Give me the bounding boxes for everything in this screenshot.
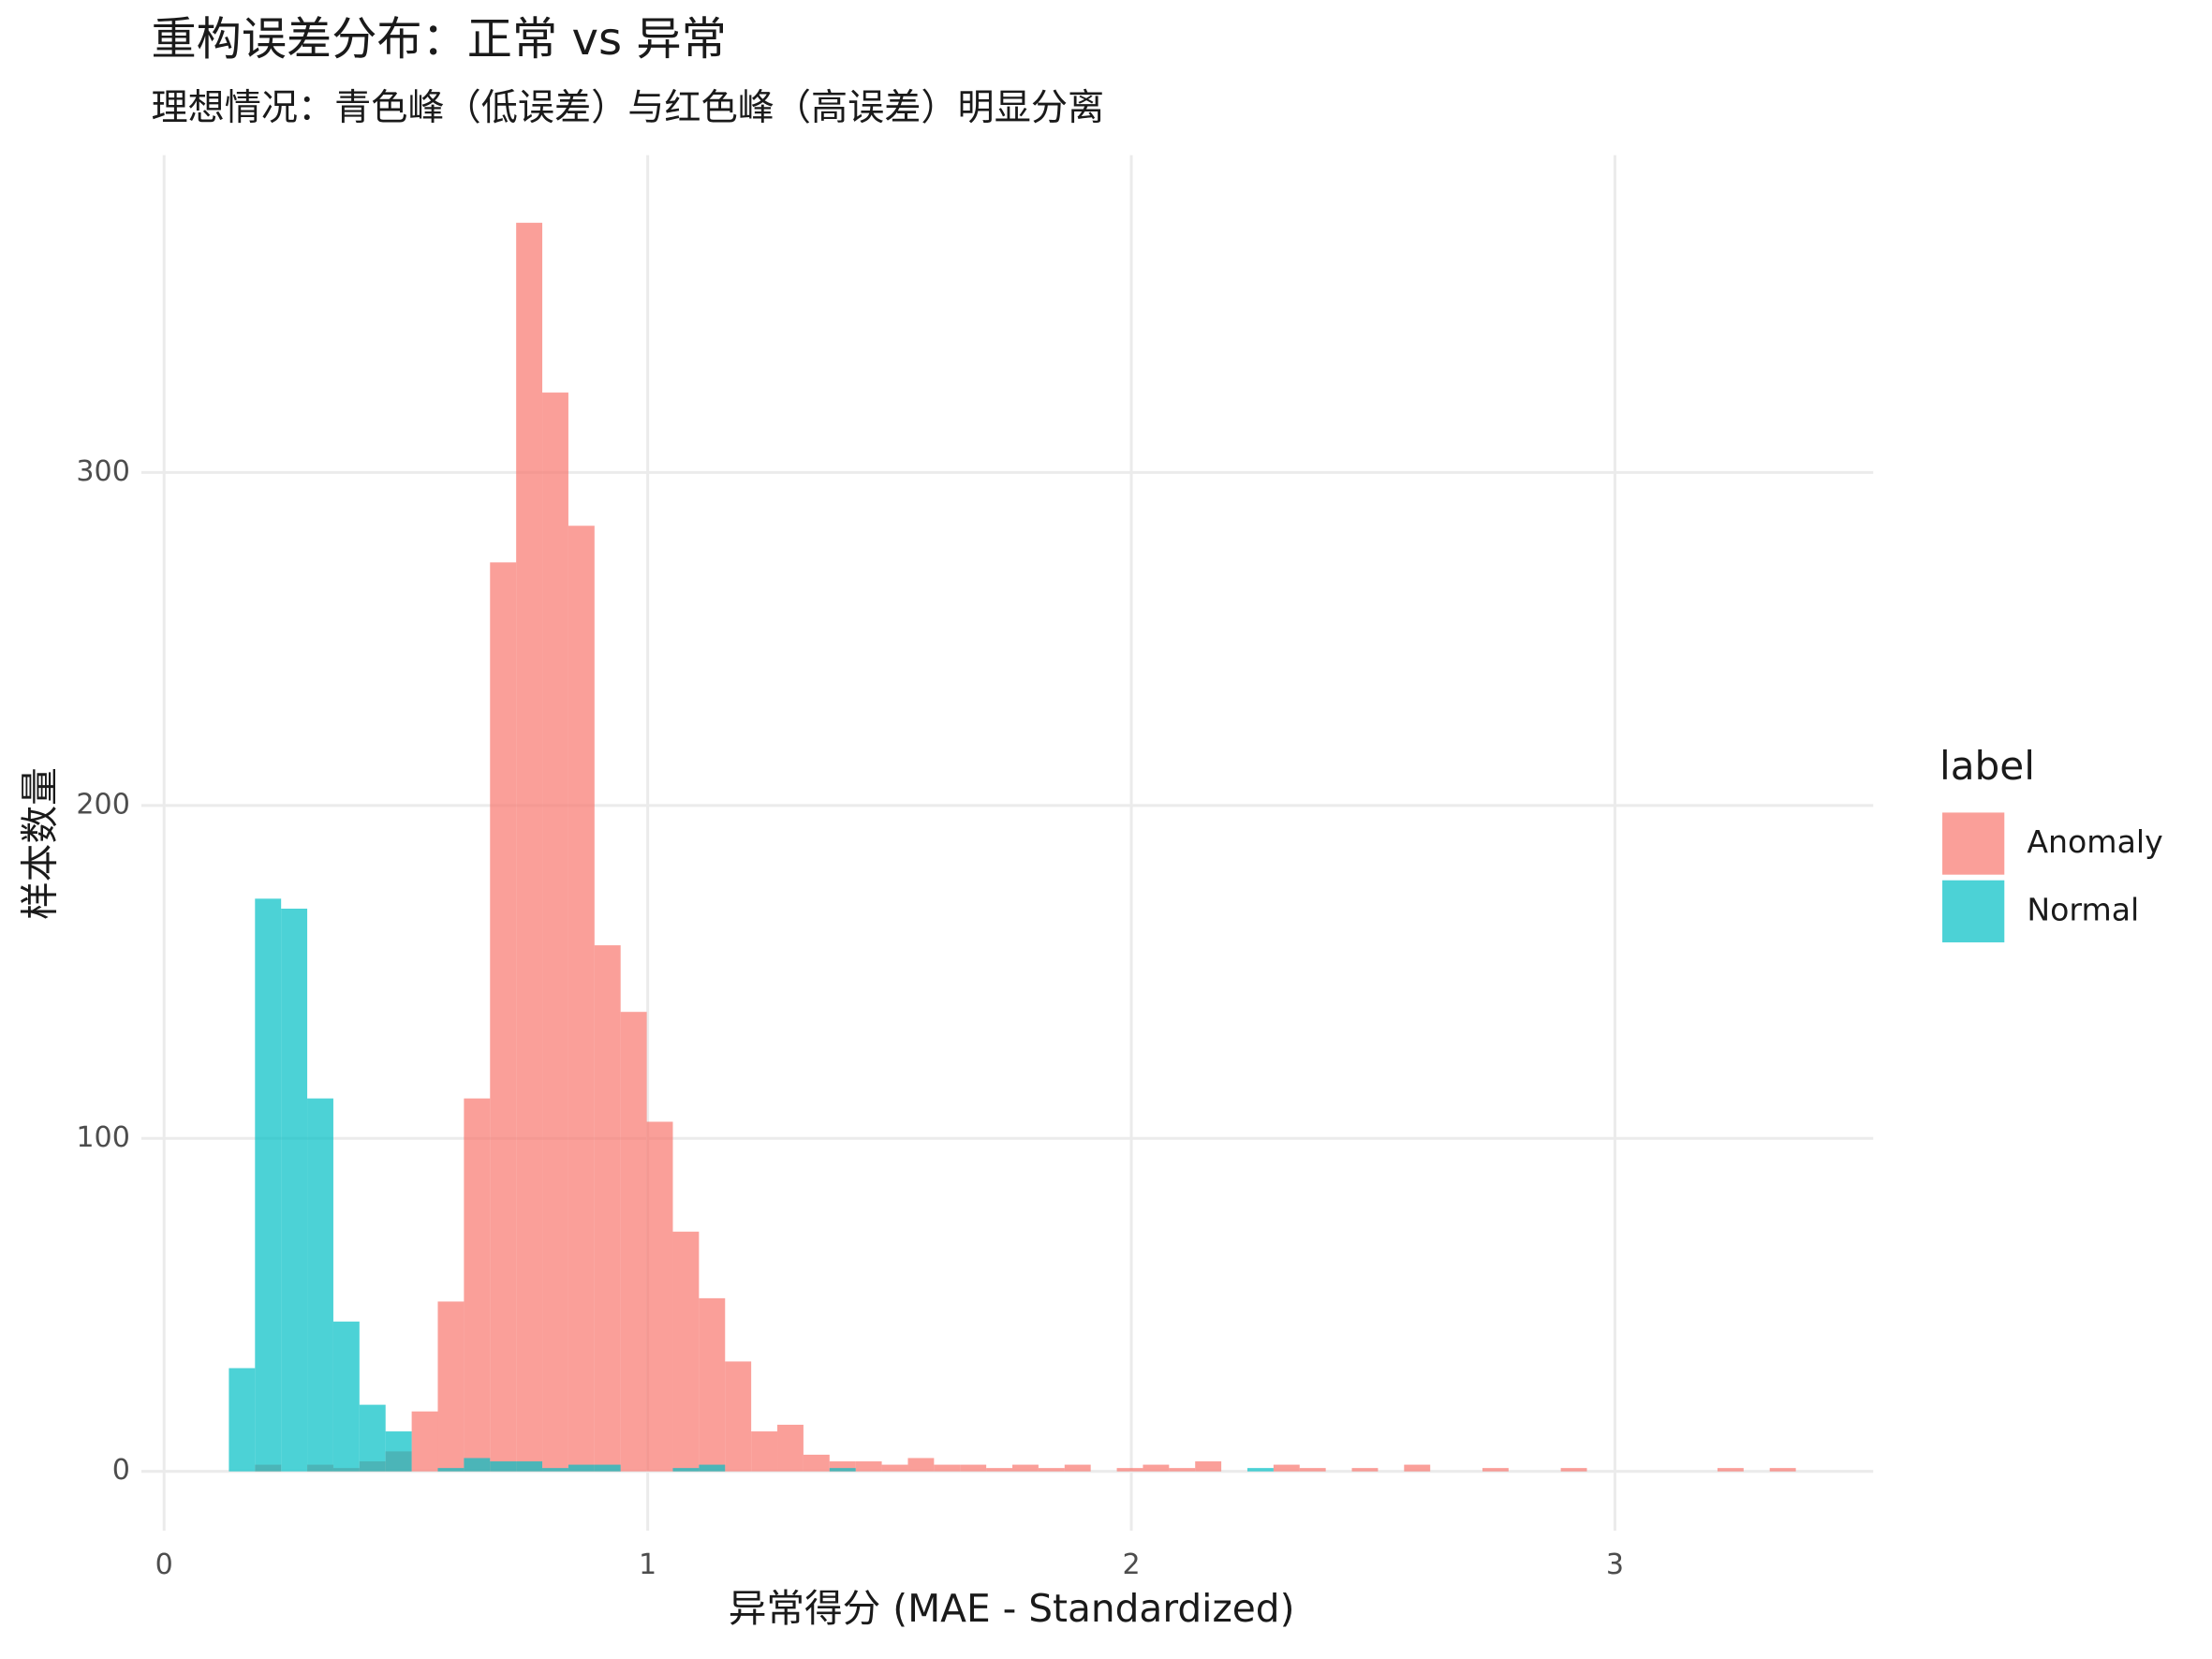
bar	[646, 1121, 673, 1472]
bar	[437, 1468, 465, 1472]
legend-label: Anomaly	[2027, 823, 2162, 860]
x-tick-label: 2	[1122, 1548, 1140, 1581]
x-axis-title: 异常得分 (MAE - Standardized)	[729, 1586, 1295, 1631]
bar	[855, 1461, 882, 1472]
bar	[829, 1468, 856, 1472]
bar	[594, 945, 621, 1472]
bar	[464, 1458, 491, 1472]
bar	[803, 1454, 830, 1472]
bar	[385, 1431, 412, 1472]
legend: label Anomaly Normal	[1939, 743, 2163, 942]
bar	[332, 1321, 360, 1472]
bar	[1482, 1468, 1509, 1472]
bar	[934, 1464, 961, 1472]
bars	[229, 222, 1796, 1472]
bar	[1299, 1468, 1326, 1472]
bar	[751, 1431, 778, 1472]
bar	[620, 1012, 647, 1472]
y-axis-title: 样本数量	[18, 767, 63, 920]
bar	[1717, 1468, 1744, 1472]
bar	[881, 1464, 908, 1472]
chart-subtitle: 理想情况：青色峰（低误差）与红色峰（高误差）明显分离	[151, 87, 1104, 129]
bar	[1038, 1468, 1065, 1472]
bar	[542, 1468, 568, 1472]
bar	[1116, 1468, 1143, 1472]
bar	[1769, 1468, 1796, 1472]
bar	[672, 1468, 700, 1472]
bar	[307, 1098, 333, 1472]
x-tick-label: 3	[1606, 1548, 1624, 1581]
bar	[829, 1461, 856, 1472]
bar	[699, 1297, 726, 1472]
chart-title: 重构误差分布：正常 vs 异常	[151, 13, 726, 66]
x-tick-label: 0	[155, 1548, 173, 1581]
legend-title: label	[1939, 743, 2035, 789]
y-tick-label: 300	[76, 455, 129, 488]
bar	[1246, 1468, 1274, 1472]
bar	[1169, 1468, 1196, 1472]
bar	[359, 1404, 386, 1472]
bar	[907, 1458, 935, 1472]
bar	[516, 1461, 543, 1472]
bar	[568, 526, 595, 1472]
bar	[960, 1464, 987, 1472]
bar	[229, 1368, 256, 1472]
bar	[1351, 1468, 1379, 1472]
bar	[516, 222, 543, 1472]
bar	[777, 1424, 804, 1472]
bar	[1560, 1468, 1587, 1472]
bar	[1012, 1464, 1039, 1472]
bar	[1064, 1464, 1091, 1472]
y-tick-label: 100	[76, 1121, 129, 1154]
bar	[672, 1231, 700, 1472]
bar	[1143, 1464, 1170, 1472]
bar	[1273, 1464, 1300, 1472]
bar	[1195, 1461, 1222, 1472]
y-tick-label: 200	[76, 788, 129, 821]
bar	[411, 1411, 438, 1472]
bar	[568, 1464, 595, 1472]
legend-key	[1942, 880, 2005, 942]
y-tick-label: 0	[112, 1454, 130, 1487]
grid	[140, 155, 1874, 1531]
bar	[1404, 1464, 1431, 1472]
bar	[464, 1098, 491, 1472]
bar	[490, 1461, 517, 1472]
bar	[986, 1468, 1013, 1472]
legend-key	[1942, 812, 2005, 875]
bar	[437, 1301, 465, 1472]
legend-label: Normal	[2027, 891, 2139, 927]
bar	[699, 1464, 726, 1472]
bar	[725, 1361, 752, 1472]
bar	[542, 393, 568, 1472]
bar	[594, 1464, 621, 1472]
bar	[255, 898, 282, 1472]
x-tick-label: 1	[639, 1548, 656, 1581]
bar	[281, 909, 308, 1472]
bar	[490, 562, 517, 1472]
